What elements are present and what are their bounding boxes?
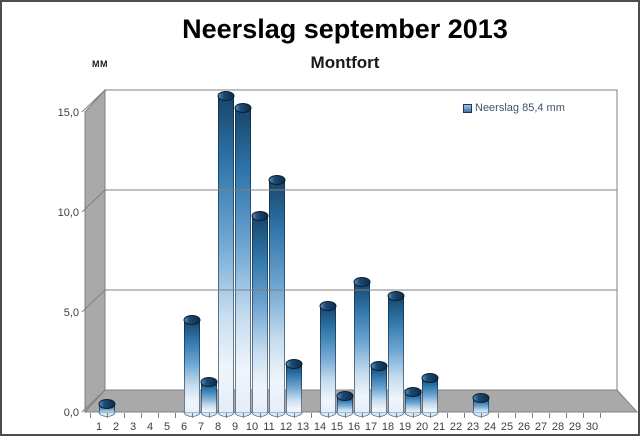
- y-tick-label: 15,0: [58, 107, 79, 119]
- x-label-day-26: 26: [518, 421, 530, 433]
- y-tick-0: [81, 389, 106, 413]
- bars: [98, 91, 490, 417]
- x-label-day-14: 14: [314, 421, 326, 433]
- x-label-day-18: 18: [382, 421, 394, 433]
- y-axis-unit-label: mm: [92, 59, 108, 69]
- x-label-day-23: 23: [467, 421, 479, 433]
- y-tick-label: 5,0: [64, 307, 79, 319]
- x-label-day-16: 16: [348, 421, 360, 433]
- bar-day-16: [353, 277, 371, 417]
- x-label-day-19: 19: [399, 421, 411, 433]
- bar-day-10: [251, 211, 269, 417]
- x-label-day-28: 28: [552, 421, 564, 433]
- x-label-day-6: 6: [181, 421, 187, 433]
- legend-label: Neerslag 85,4 mm: [475, 102, 565, 114]
- x-label-day-24: 24: [484, 421, 496, 433]
- x-label-day-15: 15: [331, 421, 343, 433]
- x-label-day-27: 27: [535, 421, 547, 433]
- x-label-day-13: 13: [297, 421, 309, 433]
- left-wall: [84, 88, 106, 414]
- bar-day-17: [370, 361, 388, 417]
- y-tick-15: [81, 89, 106, 113]
- bar-day-7: [200, 377, 218, 417]
- x-label-day-1: 1: [96, 421, 102, 433]
- x-label-day-7: 7: [198, 421, 204, 433]
- x-label-day-5: 5: [164, 421, 170, 433]
- x-label-day-12: 12: [280, 421, 292, 433]
- x-label-day-29: 29: [569, 421, 581, 433]
- x-label-day-9: 9: [232, 421, 238, 433]
- x-label-day-2: 2: [113, 421, 119, 433]
- bar-day-19: [404, 387, 422, 417]
- bar-day-15: [336, 391, 354, 417]
- y-tick-5: [81, 289, 106, 313]
- bar-day-18: [387, 291, 405, 417]
- bar-day-9: [234, 103, 252, 417]
- bar-day-1: [98, 399, 116, 417]
- x-label-day-30: 30: [586, 421, 598, 433]
- x-label-day-22: 22: [450, 421, 462, 433]
- y-tick-label: 10,0: [58, 207, 79, 219]
- y-tick-label: 0,0: [64, 407, 79, 419]
- x-label-day-10: 10: [246, 421, 258, 433]
- x-label-day-17: 17: [365, 421, 377, 433]
- x-label-day-25: 25: [501, 421, 513, 433]
- legend: Neerslag 85,4 mm: [461, 102, 567, 115]
- bar-day-8: [217, 91, 235, 417]
- legend-marker-icon: [463, 104, 472, 113]
- x-label-day-4: 4: [147, 421, 153, 433]
- bar-day-11: [268, 175, 286, 417]
- chart-title: Neerslag september 2013: [182, 14, 508, 44]
- bar-day-20: [421, 373, 439, 417]
- bar-day-12: [285, 359, 303, 417]
- x-label-day-21: 21: [433, 421, 445, 433]
- bar-day-23: [472, 393, 490, 417]
- x-label-day-20: 20: [416, 421, 428, 433]
- x-label-day-8: 8: [215, 421, 221, 433]
- y-tick-10: [81, 189, 106, 213]
- x-label-day-3: 3: [130, 421, 136, 433]
- bar-day-6: [183, 315, 201, 417]
- x-label-day-11: 11: [263, 421, 274, 433]
- chart-subtitle: Montfort: [310, 53, 380, 72]
- bar-day-14: [319, 301, 337, 417]
